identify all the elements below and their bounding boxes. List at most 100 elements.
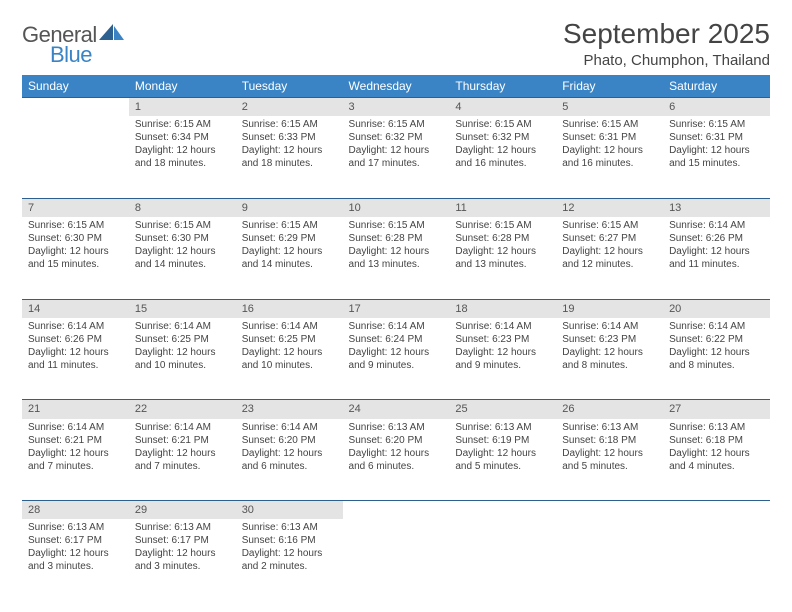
day-details: Sunrise: 6:15 AMSunset: 6:28 PMDaylight:… [343,217,450,275]
sunrise-line: Sunrise: 6:15 AM [349,219,444,232]
day-number-cell: 8 [129,198,236,217]
day-content-row: Sunrise: 6:14 AMSunset: 6:26 PMDaylight:… [22,318,770,400]
month-title: September 2025 [563,18,770,50]
day-number-cell: 21 [22,400,129,419]
day-content-cell: Sunrise: 6:13 AMSunset: 6:18 PMDaylight:… [556,419,663,501]
daylight-line: Daylight: 12 hours and 13 minutes. [349,245,444,271]
day-content-cell: Sunrise: 6:13 AMSunset: 6:17 PMDaylight:… [129,519,236,601]
daylight-line: Daylight: 12 hours and 11 minutes. [669,245,764,271]
weekday-header-row: SundayMondayTuesdayWednesdayThursdayFrid… [22,75,770,98]
sunset-line: Sunset: 6:16 PM [242,534,337,547]
day-number-row: 78910111213 [22,198,770,217]
sunset-line: Sunset: 6:26 PM [28,333,123,346]
day-details: Sunrise: 6:15 AMSunset: 6:30 PMDaylight:… [129,217,236,275]
day-number-cell: 26 [556,400,663,419]
sunset-line: Sunset: 6:31 PM [669,131,764,144]
sunrise-line: Sunrise: 6:15 AM [135,118,230,131]
sunrise-line: Sunrise: 6:13 AM [242,521,337,534]
day-number: 2 [236,98,343,116]
sunrise-line: Sunrise: 6:15 AM [242,219,337,232]
day-content-cell: Sunrise: 6:13 AMSunset: 6:16 PMDaylight:… [236,519,343,601]
day-content-cell [343,519,450,601]
sunset-line: Sunset: 6:19 PM [455,434,550,447]
weekday-header: Sunday [22,75,129,98]
day-number: 8 [129,199,236,217]
sunset-line: Sunset: 6:22 PM [669,333,764,346]
daylight-line: Daylight: 12 hours and 8 minutes. [669,346,764,372]
day-number: 14 [22,300,129,318]
sunset-line: Sunset: 6:26 PM [669,232,764,245]
day-number-cell [343,501,450,520]
sunrise-line: Sunrise: 6:14 AM [349,320,444,333]
weekday-header: Tuesday [236,75,343,98]
daylight-line: Daylight: 12 hours and 11 minutes. [28,346,123,372]
weekday-header: Saturday [663,75,770,98]
day-content-cell: Sunrise: 6:13 AMSunset: 6:18 PMDaylight:… [663,419,770,501]
day-number: 19 [556,300,663,318]
day-details: Sunrise: 6:15 AMSunset: 6:33 PMDaylight:… [236,116,343,174]
day-number-cell: 16 [236,299,343,318]
brand-sail-icon [99,24,125,47]
daylight-line: Daylight: 12 hours and 2 minutes. [242,547,337,573]
day-number-cell: 27 [663,400,770,419]
day-number: 11 [449,199,556,217]
day-content-cell: Sunrise: 6:15 AMSunset: 6:31 PMDaylight:… [663,116,770,198]
sunrise-line: Sunrise: 6:14 AM [242,421,337,434]
day-content-cell: Sunrise: 6:15 AMSunset: 6:31 PMDaylight:… [556,116,663,198]
day-details: Sunrise: 6:13 AMSunset: 6:20 PMDaylight:… [343,419,450,477]
sunset-line: Sunset: 6:18 PM [562,434,657,447]
day-number: 29 [129,501,236,519]
sunset-line: Sunset: 6:29 PM [242,232,337,245]
sunset-line: Sunset: 6:31 PM [562,131,657,144]
sunrise-line: Sunrise: 6:14 AM [455,320,550,333]
sunset-line: Sunset: 6:30 PM [28,232,123,245]
sunset-line: Sunset: 6:32 PM [455,131,550,144]
daylight-line: Daylight: 12 hours and 14 minutes. [242,245,337,271]
day-number: 27 [663,400,770,418]
day-number-cell: 28 [22,501,129,520]
day-number: 4 [449,98,556,116]
day-content-row: Sunrise: 6:14 AMSunset: 6:21 PMDaylight:… [22,419,770,501]
sunrise-line: Sunrise: 6:13 AM [135,521,230,534]
sunrise-line: Sunrise: 6:14 AM [562,320,657,333]
sunrise-line: Sunrise: 6:15 AM [135,219,230,232]
day-details: Sunrise: 6:15 AMSunset: 6:32 PMDaylight:… [449,116,556,174]
sunrise-line: Sunrise: 6:14 AM [669,320,764,333]
day-number: 7 [22,199,129,217]
brand-logo: General Blue [22,18,125,68]
day-number-cell: 3 [343,98,450,117]
day-number [556,501,663,519]
sunrise-line: Sunrise: 6:15 AM [455,118,550,131]
day-number-cell: 29 [129,501,236,520]
day-content-cell: Sunrise: 6:14 AMSunset: 6:21 PMDaylight:… [129,419,236,501]
weekday-header: Wednesday [343,75,450,98]
day-number-row: 123456 [22,98,770,117]
day-number: 9 [236,199,343,217]
sunset-line: Sunset: 6:25 PM [135,333,230,346]
day-number-cell: 5 [556,98,663,117]
day-details: Sunrise: 6:14 AMSunset: 6:26 PMDaylight:… [663,217,770,275]
day-number-cell: 1 [129,98,236,117]
daylight-line: Daylight: 12 hours and 17 minutes. [349,144,444,170]
day-details: Sunrise: 6:14 AMSunset: 6:26 PMDaylight:… [22,318,129,376]
sunset-line: Sunset: 6:21 PM [28,434,123,447]
day-content-row: Sunrise: 6:15 AMSunset: 6:34 PMDaylight:… [22,116,770,198]
calendar-table: SundayMondayTuesdayWednesdayThursdayFrid… [22,75,770,601]
sunset-line: Sunset: 6:30 PM [135,232,230,245]
day-number: 3 [343,98,450,116]
sunset-line: Sunset: 6:28 PM [349,232,444,245]
day-number: 22 [129,400,236,418]
day-number [449,501,556,519]
day-number-cell: 24 [343,400,450,419]
sunrise-line: Sunrise: 6:14 AM [28,320,123,333]
sunrise-line: Sunrise: 6:15 AM [669,118,764,131]
day-content-cell: Sunrise: 6:14 AMSunset: 6:26 PMDaylight:… [22,318,129,400]
sunset-line: Sunset: 6:34 PM [135,131,230,144]
brand-blue-text: Blue [50,42,92,68]
day-number: 10 [343,199,450,217]
day-number-cell: 18 [449,299,556,318]
day-details: Sunrise: 6:13 AMSunset: 6:19 PMDaylight:… [449,419,556,477]
sunrise-line: Sunrise: 6:13 AM [28,521,123,534]
daylight-line: Daylight: 12 hours and 3 minutes. [135,547,230,573]
day-number-cell: 13 [663,198,770,217]
